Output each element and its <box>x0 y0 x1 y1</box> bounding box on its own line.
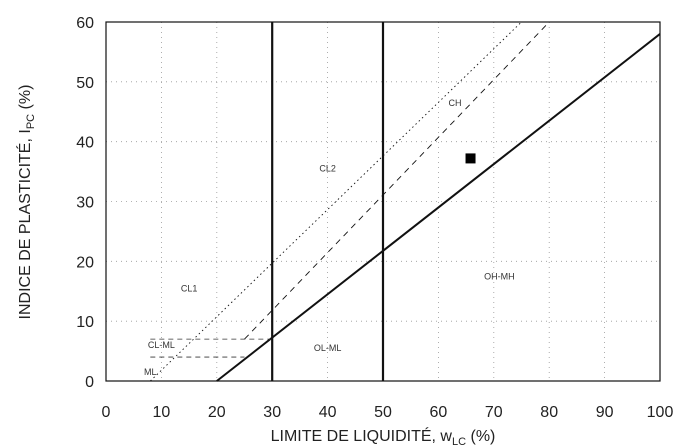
region-label-cl1: CL1 <box>181 283 198 293</box>
region-label-oh-mh: OH-MH <box>484 271 515 281</box>
y-tick-label-0: 0 <box>85 374 94 391</box>
x-tick-label-50: 50 <box>374 404 392 421</box>
x-tick-label-70: 70 <box>485 404 503 421</box>
y-axis-title-unit: (%) <box>17 85 34 114</box>
region-label-cl2: CL2 <box>319 164 336 174</box>
x-tick-labels: 0 10 20 30 40 50 60 70 80 90 100 <box>102 404 674 421</box>
line-a-line <box>216 33 661 382</box>
y-tick-label-30: 30 <box>76 195 94 212</box>
chart-lines <box>150 21 661 382</box>
line-dashed-limit <box>244 21 550 340</box>
x-tick-label-0: 0 <box>102 404 111 421</box>
y-tick-label-40: 40 <box>76 135 94 152</box>
data-points <box>465 153 476 164</box>
y-tick-labels: 0 10 20 30 40 50 60 <box>76 15 94 391</box>
y-axis-title-sub: PC <box>25 114 37 129</box>
region-label-ol-ml: OL-ML <box>314 343 342 353</box>
x-tick-label-60: 60 <box>430 404 448 421</box>
x-axis-title-unit: (%) <box>466 428 495 445</box>
x-tick-label-40: 40 <box>319 404 337 421</box>
x-axis-title-sub: LC <box>452 436 466 448</box>
x-axis-title: LIMITE DE LIQUIDITÉ, wLC (%) <box>271 426 496 448</box>
region-label-ml: ML <box>144 367 157 377</box>
y-tick-label-20: 20 <box>76 254 94 271</box>
y-tick-label-60: 60 <box>76 15 94 32</box>
y-tick-label-50: 50 <box>76 75 94 92</box>
x-axis-title-main: LIMITE DE LIQUIDITÉ, w <box>271 426 453 445</box>
line-u-line <box>150 21 522 382</box>
data-point-0 <box>465 153 476 164</box>
plot-frame <box>105 21 661 382</box>
region-label-cl-ml: CL-ML <box>148 340 175 350</box>
x-tick-label-100: 100 <box>647 404 674 421</box>
x-tick-label-10: 10 <box>153 404 171 421</box>
y-axis-title-main: INDICE DE PLASTICITÉ, I <box>15 129 34 319</box>
x-tick-label-80: 80 <box>540 404 558 421</box>
y-tick-label-10: 10 <box>76 314 94 331</box>
x-tick-label-30: 30 <box>263 404 281 421</box>
x-tick-label-20: 20 <box>208 404 226 421</box>
region-label-ch: CH <box>449 98 462 108</box>
y-axis-title: INDICE DE PLASTICITÉ, IPC (%) <box>15 85 37 320</box>
x-tick-label-90: 90 <box>596 404 614 421</box>
region-labels: ML CL-ML CL1 CL2 CH OL-ML OH-MH <box>144 98 515 377</box>
